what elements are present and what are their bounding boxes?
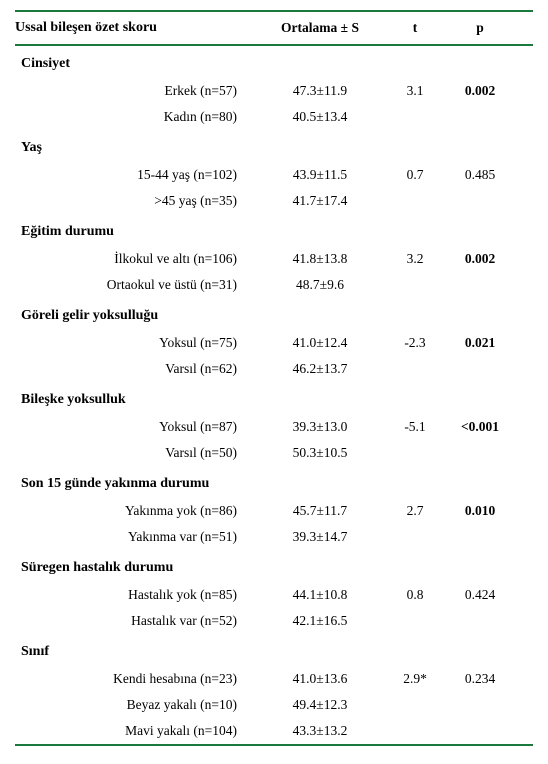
row-p: 0.234 [445,671,515,687]
table-row: Beyaz yakalı (n=10)49.4±12.3 [15,692,533,718]
table-row: Hastalık var (n=52)42.1±16.5 [15,608,533,634]
row-mean: 50.3±10.5 [255,445,385,461]
row-mean: 49.4±12.3 [255,697,385,713]
header-label: Ussal bileşen özet skoru [15,20,255,36]
group-header: Son 15 günde yakınma durumu [15,466,533,498]
row-p: 0.424 [445,587,515,603]
group-header: Yaş [15,130,533,162]
row-label: Kadın (n=80) [15,109,255,125]
row-t: 3.2 [385,251,445,267]
row-mean: 41.8±13.8 [255,251,385,267]
row-label: Mavi yakalı (n=104) [15,723,255,739]
table-row: Yakınma yok (n=86)45.7±11.72.70.010 [15,498,533,524]
row-label: Hastalık yok (n=85) [15,587,255,603]
row-label: Kendi hesabına (n=23) [15,671,255,687]
row-label: 15-44 yaş (n=102) [15,167,255,183]
table-row: >45 yaş (n=35)41.7±17.4 [15,188,533,214]
group-header: Sınıf [15,634,533,666]
header-mean: Ortalama ± S [255,20,385,36]
table-row: Yoksul (n=87)39.3±13.0-5.1<0.001 [15,414,533,440]
row-label: Ortaokul ve üstü (n=31) [15,277,255,293]
row-t: -2.3 [385,335,445,351]
group-header: Cinsiyet [15,46,533,78]
table-row: Yakınma var (n=51)39.3±14.7 [15,524,533,550]
row-p: 0.002 [445,251,515,267]
row-p: <0.001 [445,419,515,435]
row-t: -5.1 [385,419,445,435]
row-mean: 45.7±11.7 [255,503,385,519]
row-mean: 43.9±11.5 [255,167,385,183]
row-mean: 40.5±13.4 [255,109,385,125]
row-label: Varsıl (n=62) [15,361,255,377]
row-mean: 39.3±13.0 [255,419,385,435]
row-t: 2.9* [385,671,445,687]
row-label: Erkek (n=57) [15,83,255,99]
group-header: Eğitim durumu [15,214,533,246]
table-row: Varsıl (n=62)46.2±13.7 [15,356,533,382]
row-p: 0.021 [445,335,515,351]
row-mean: 43.3±13.2 [255,723,385,739]
row-t: 2.7 [385,503,445,519]
row-t: 3.1 [385,83,445,99]
row-label: Yoksul (n=75) [15,335,255,351]
table-row: Kendi hesabına (n=23)41.0±13.62.9*0.234 [15,666,533,692]
header-p: p [445,20,515,36]
row-mean: 42.1±16.5 [255,613,385,629]
row-mean: 47.3±11.9 [255,83,385,99]
table-row: İlkokul ve altı (n=106)41.8±13.83.20.002 [15,246,533,272]
table-row: Hastalık yok (n=85)44.1±10.80.80.424 [15,582,533,608]
row-t: 0.7 [385,167,445,183]
row-label: Hastalık var (n=52) [15,613,255,629]
row-mean: 39.3±14.7 [255,529,385,545]
table-body: CinsiyetErkek (n=57)47.3±11.93.10.002Kad… [15,46,533,744]
row-p: 0.002 [445,83,515,99]
table-row: Kadın (n=80)40.5±13.4 [15,104,533,130]
row-label: >45 yaş (n=35) [15,193,255,209]
group-header: Göreli gelir yoksulluğu [15,298,533,330]
row-mean: 41.0±12.4 [255,335,385,351]
table-row: Erkek (n=57)47.3±11.93.10.002 [15,78,533,104]
table-row: Varsıl (n=50)50.3±10.5 [15,440,533,466]
row-t: 0.8 [385,587,445,603]
row-label: Yakınma var (n=51) [15,529,255,545]
row-p: 0.010 [445,503,515,519]
row-label: İlkokul ve altı (n=106) [15,251,255,267]
row-mean: 46.2±13.7 [255,361,385,377]
row-label: Beyaz yakalı (n=10) [15,697,255,713]
header-t: t [385,20,445,36]
row-mean: 48.7±9.6 [255,277,385,293]
statistics-table: Ussal bileşen özet skoru Ortalama ± S t … [15,10,533,746]
row-mean: 44.1±10.8 [255,587,385,603]
table-row: Yoksul (n=75)41.0±12.4-2.30.021 [15,330,533,356]
table-header-row: Ussal bileşen özet skoru Ortalama ± S t … [15,12,533,46]
group-header: Süregen hastalık durumu [15,550,533,582]
row-p: 0.485 [445,167,515,183]
table-row: Ortaokul ve üstü (n=31)48.7±9.6 [15,272,533,298]
row-label: Yakınma yok (n=86) [15,503,255,519]
group-header: Bileşke yoksulluk [15,382,533,414]
table-row: 15-44 yaş (n=102)43.9±11.50.70.485 [15,162,533,188]
row-mean: 41.7±17.4 [255,193,385,209]
row-label: Varsıl (n=50) [15,445,255,461]
row-label: Yoksul (n=87) [15,419,255,435]
table-row: Mavi yakalı (n=104)43.3±13.2 [15,718,533,744]
row-mean: 41.0±13.6 [255,671,385,687]
